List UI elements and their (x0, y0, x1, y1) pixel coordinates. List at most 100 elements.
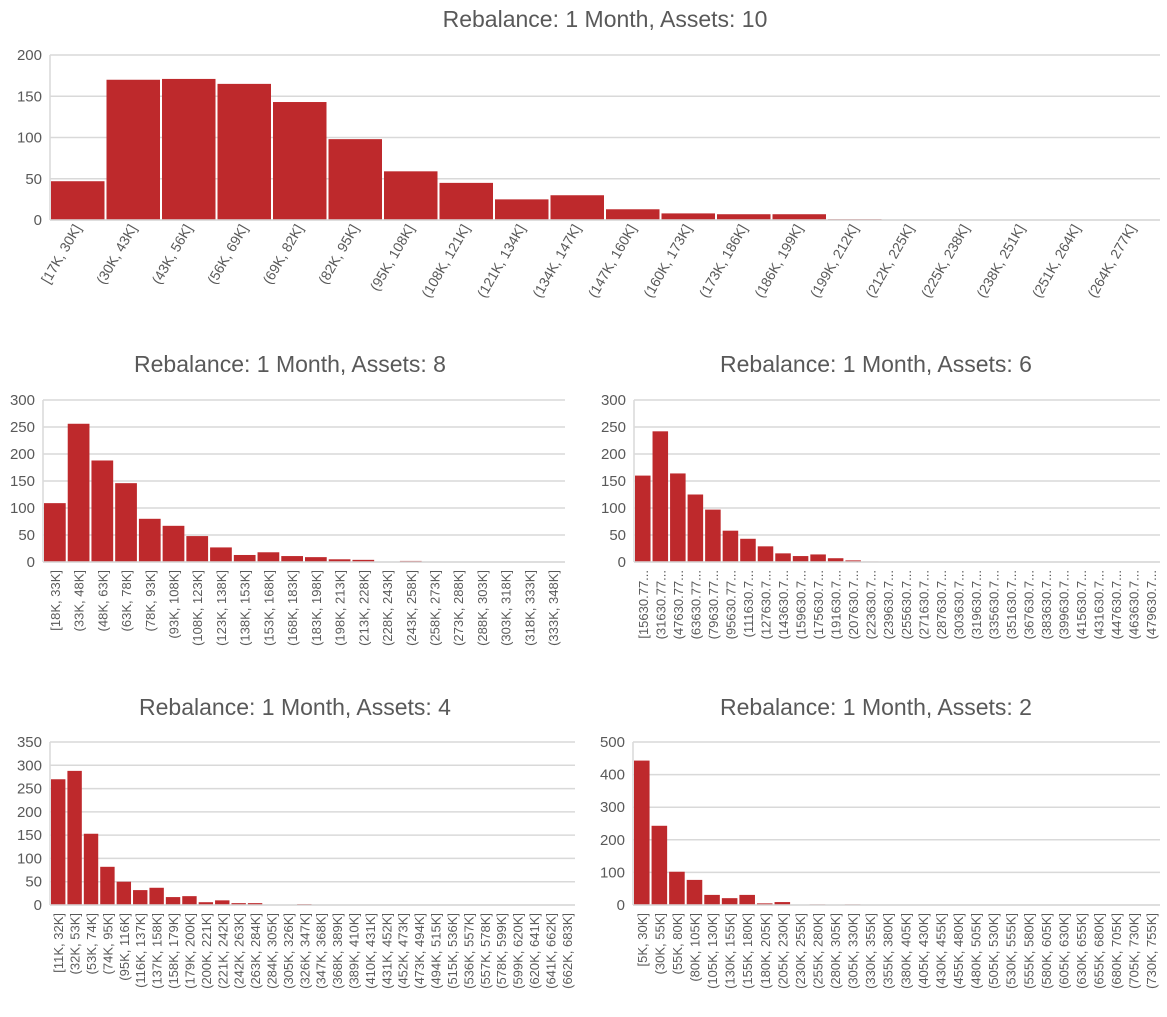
x-tick-label: (415630.7... (1074, 570, 1089, 639)
x-tick-label: (530K, 555K] (1004, 913, 1019, 989)
histogram-bar (652, 431, 669, 562)
x-tick-label: (69K, 82K] (259, 222, 306, 287)
histogram-bar (687, 494, 704, 562)
x-tick-label: (473K, 494K] (412, 913, 427, 989)
y-tick-label: 0 (34, 897, 42, 914)
histogram-bar (670, 473, 686, 562)
x-tick-label: (95K, 108K] (367, 222, 418, 294)
y-tick-label: 350 (17, 734, 42, 751)
histogram-assets-4: Rebalance: 1 Month, Assets: 4 0 50 100 150 2… (0, 688, 580, 1017)
histogram-bar (686, 879, 703, 905)
x-tick-label: (557K, 578K] (478, 913, 493, 989)
y-tick-label: 0 (617, 897, 625, 914)
histogram-bar (273, 102, 327, 220)
x-tick-label: (355K, 380K] (881, 913, 896, 989)
x-tick-label: (158K, 179K] (166, 913, 181, 989)
x-tick-label: (287630.7... (934, 570, 949, 639)
x-tick-label: (78K, 93K] (143, 570, 158, 631)
x-tick-label: (63630.77... (688, 570, 703, 639)
histogram-bar (83, 833, 99, 905)
y-tick-label: 150 (17, 827, 42, 844)
x-tick-label: (108K, 123K] (190, 570, 205, 646)
x-tick-label: (380K, 405K] (898, 913, 913, 989)
x-tick-label: (180K, 205K] (758, 913, 773, 989)
y-tick-label: 50 (25, 874, 42, 891)
x-tick-label: (228K, 243K] (380, 570, 395, 646)
y-tick-label: 500 (600, 734, 625, 751)
x-tick-label: (452K, 473K] (396, 913, 411, 989)
y-tick-label: 150 (601, 473, 626, 490)
x-tick-label: (30K, 55K] (652, 913, 667, 974)
histogram-bar (740, 538, 756, 562)
y-tick-label: 0 (618, 554, 626, 571)
chart-title: Rebalance: 1 Month, Assets: 10 (442, 6, 768, 32)
x-tick-label: (578K, 599K] (494, 913, 509, 989)
x-tick-label: (351630.7... (1004, 570, 1019, 639)
x-tick-label: (303630.7... (951, 570, 966, 639)
x-tick-label: (147K, 160K] (585, 222, 640, 301)
x-tick-label: (225K, 238K] (918, 222, 973, 301)
y-tick-label: 50 (18, 527, 35, 544)
x-tick-label: (186K, 199K] (751, 222, 806, 301)
y-tick-label: 100 (601, 500, 626, 517)
histogram-bar (757, 546, 774, 562)
x-tick-label: (198K, 213K] (333, 570, 348, 646)
x-tick-label: (273K, 288K] (451, 570, 466, 646)
x-tick-label: (199K, 212K] (807, 222, 862, 301)
histogram-assets-6: Rebalance: 1 Month, Assets: 6 0 50 100 150 2… (585, 345, 1167, 665)
chart-title: Rebalance: 1 Month, Assets: 2 (720, 694, 1032, 720)
x-tick-label: (536K, 557K] (461, 913, 476, 989)
y-tick-label: 300 (600, 799, 625, 816)
x-tick-label: (173K, 186K] (696, 222, 751, 301)
x-tick-label: (505K, 530K] (986, 913, 1001, 989)
x-tick-label: (383630.7... (1039, 570, 1054, 639)
y-tick-label: 0 (27, 554, 35, 571)
y-tick-label: 200 (601, 446, 626, 463)
x-tick-label: (655K, 680K] (1092, 913, 1107, 989)
x-tick-label: (368K, 389K] (330, 913, 345, 989)
x-tick-label: (318K, 333K] (522, 570, 537, 646)
x-tick-label: (213K, 228K] (356, 570, 371, 646)
x-tick-label: (326K, 347K] (297, 913, 312, 989)
histogram-bar (739, 894, 755, 905)
histogram-bar (717, 214, 771, 220)
x-tick-label: (662K, 683K] (560, 913, 575, 989)
x-tick-label: (303K, 318K] (499, 570, 514, 646)
x-tick-label: (31630.77... (653, 570, 668, 639)
x-tick-label: (95K, 116K] (117, 913, 132, 981)
histogram-bar (704, 894, 720, 905)
x-tick-label: [18K, 33K] (48, 570, 63, 631)
chart-title: Rebalance: 1 Month, Assets: 8 (134, 351, 446, 377)
x-tick-label: (30K, 43K] (93, 222, 140, 287)
x-tick-label: (580K, 605K] (1039, 913, 1054, 989)
y-tick-label: 200 (10, 446, 35, 463)
x-tick-label: (620K, 641K] (527, 913, 542, 989)
x-tick-label: (121K, 134K] (474, 222, 529, 301)
histogram-bar (352, 559, 375, 562)
x-tick-label: (431K, 452K] (379, 913, 394, 989)
x-tick-label: (305K, 330K] (846, 913, 861, 989)
y-tick-label: 150 (17, 88, 42, 105)
x-tick-label: (200K, 221K] (199, 913, 214, 989)
x-tick-label: (305K, 326K] (281, 913, 296, 989)
x-tick-label: (730K, 755K] (1144, 913, 1159, 989)
histogram-bar (384, 171, 438, 220)
x-tick-label: (255K, 280K] (810, 913, 825, 989)
histogram-bar (281, 556, 303, 562)
histogram-assets-10: Rebalance: 1 Month, Assets: 10 0 50 100 150… (0, 0, 1167, 340)
x-tick-label: (264K, 277K] (1084, 222, 1139, 301)
x-tick-label: (431630.7... (1092, 570, 1107, 639)
x-tick-label: (251K, 264K] (1029, 222, 1084, 301)
histogram-bar (116, 881, 132, 905)
x-tick-label: (515K, 536K] (445, 913, 460, 989)
histogram-bar (182, 896, 197, 905)
histogram-bar (217, 83, 271, 220)
y-tick-label: 150 (10, 473, 35, 490)
y-tick-label: 250 (17, 781, 42, 798)
y-tick-label: 100 (10, 500, 35, 517)
x-tick-label: [17K, 30K] (38, 222, 85, 287)
histogram-bar (705, 509, 721, 562)
y-tick-label: 250 (10, 419, 35, 436)
x-tick-label: (123K, 138K] (214, 570, 229, 646)
y-tick-label: 200 (17, 47, 42, 64)
